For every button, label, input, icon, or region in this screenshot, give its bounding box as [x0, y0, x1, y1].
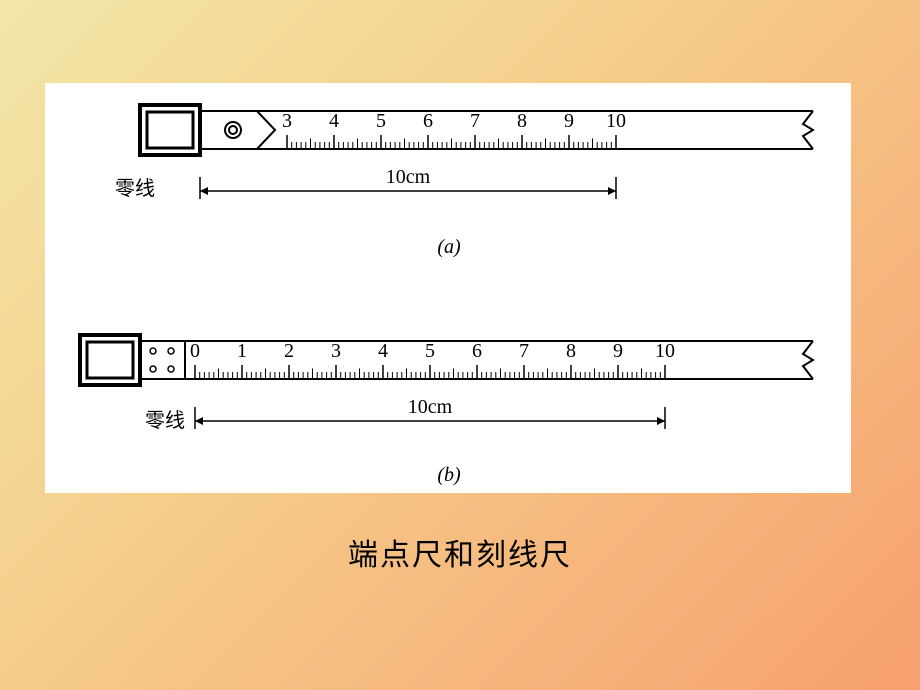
svg-text:9: 9	[564, 110, 574, 132]
svg-text:2: 2	[284, 340, 294, 362]
svg-text:10: 10	[655, 340, 675, 362]
figure-svg: 3 4 5 6 7 8 9 10 10cm 零线 (a) 0 1 2 3 4 5 6 7 8 9 10 10cm 零线 (b)	[45, 83, 851, 493]
slide-background: 34567891010cm零线(a)01234567891010cm零线(b) …	[0, 0, 920, 690]
svg-text:4: 4	[329, 110, 339, 132]
svg-text:6: 6	[472, 340, 482, 362]
svg-text:8: 8	[566, 340, 576, 362]
svg-text:6: 6	[423, 110, 433, 132]
svg-text:零线: 零线	[145, 409, 185, 432]
svg-text:10: 10	[606, 110, 626, 132]
svg-text:10cm: 10cm	[386, 166, 431, 188]
svg-text:5: 5	[425, 340, 435, 362]
svg-text:(b): (b)	[437, 464, 461, 486]
svg-text:3: 3	[331, 340, 341, 362]
svg-text:10cm: 10cm	[408, 396, 453, 418]
svg-text:9: 9	[613, 340, 623, 362]
svg-text:8: 8	[517, 110, 527, 132]
svg-text:4: 4	[378, 340, 388, 362]
svg-text:零线: 零线	[115, 177, 155, 200]
svg-text:7: 7	[519, 340, 529, 362]
figure-caption: 端点尺和刻线尺	[0, 530, 920, 574]
svg-text:3: 3	[282, 110, 292, 132]
svg-text:5: 5	[376, 110, 386, 132]
figure-panel: 3 4 5 6 7 8 9 10 10cm 零线 (a) 0 1 2 3 4 5 6 7 8 9 10 10cm 零线 (b)	[45, 83, 851, 493]
svg-text:1: 1	[237, 340, 247, 362]
svg-text:0: 0	[190, 340, 200, 362]
svg-text:7: 7	[470, 110, 480, 132]
svg-text:(a): (a)	[437, 236, 461, 258]
